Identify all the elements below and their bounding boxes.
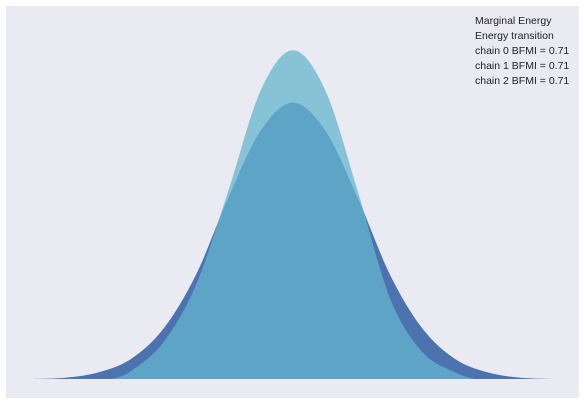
series-layer [34,50,552,379]
legend: Marginal Energy Energy transition chain … [475,15,569,87]
legend-entry-chain-2-bfmi: chain 2 BFMI = 0.71 [475,75,569,87]
legend-entry-marginal-energy: Marginal Energy [475,15,552,27]
series-area-energy-transition [111,50,475,379]
legend-entry-chain-1-bfmi: chain 1 BFMI = 0.71 [475,60,569,72]
legend-entry-energy-transition: Energy transition [475,30,554,42]
legend-entry-chain-0-bfmi: chain 0 BFMI = 0.71 [475,45,569,57]
